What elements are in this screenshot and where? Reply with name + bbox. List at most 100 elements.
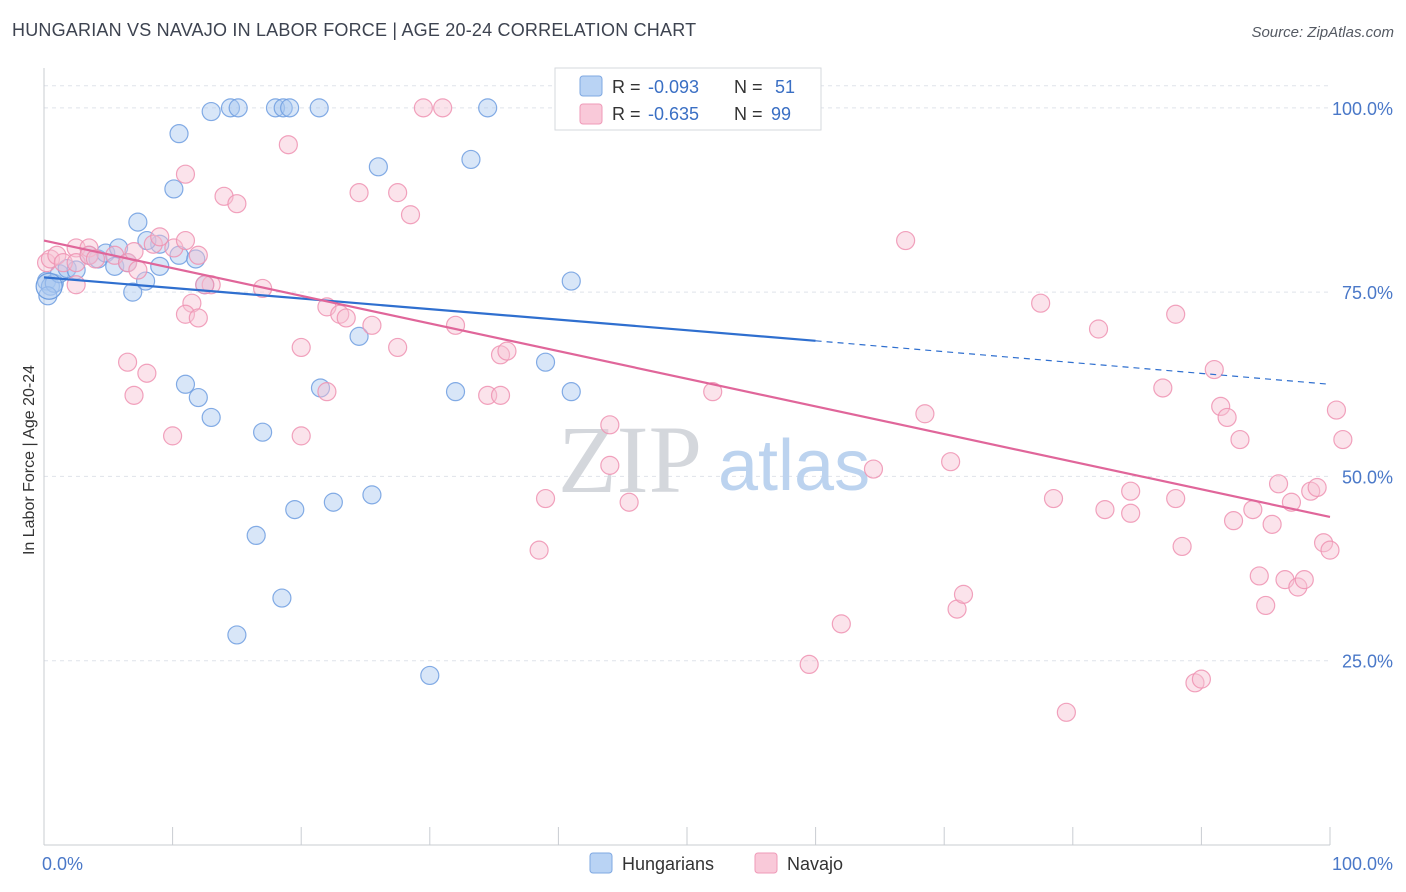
hungarian-point-19 xyxy=(186,249,206,269)
navajo-point-92 xyxy=(1313,533,1334,553)
navajo-point-47 xyxy=(163,426,183,446)
hungarian-point-40 xyxy=(535,352,556,372)
x-tick-label-max: 100.0% xyxy=(1332,854,1393,874)
navajo-point-80 xyxy=(1230,429,1250,450)
navajo-point-70 xyxy=(1153,378,1173,398)
navajo-point-69 xyxy=(1121,481,1141,501)
hungarian-point-41 xyxy=(561,382,581,402)
navajo-point-79 xyxy=(1223,511,1244,531)
hungarian-point-24 xyxy=(220,98,241,118)
navajo-point-46 xyxy=(124,385,144,405)
navajo-trend-line xyxy=(43,239,1331,519)
navajo-point-52 xyxy=(600,415,620,435)
trend-lines xyxy=(43,239,1331,519)
hungarian-point-22 xyxy=(169,124,189,144)
navajo-point-14 xyxy=(143,234,163,254)
source-credit: Source: ZipAtlas.com xyxy=(1251,24,1394,41)
navajo-point-40 xyxy=(490,345,511,365)
hungarian-point-25 xyxy=(228,98,248,118)
hungarian-point-26 xyxy=(265,98,286,118)
series-legend: Hungarians Navajo xyxy=(589,852,843,874)
correlation-legend: R = -0.093 N = 51 R = -0.635 N = 99 xyxy=(554,67,822,131)
navajo-point-81 xyxy=(1243,500,1263,520)
hungarian-point-14 xyxy=(137,230,157,251)
navajo-point-53 xyxy=(529,540,549,560)
hungarian-point-38 xyxy=(349,326,369,346)
navajo-point-63 xyxy=(1031,293,1051,313)
watermark-zip: ZIP xyxy=(558,406,702,513)
navajo-point-35 xyxy=(330,304,350,324)
navajo-point-16 xyxy=(164,238,184,258)
navajo-point-65 xyxy=(1056,702,1076,722)
navajo-point-91 xyxy=(1307,477,1327,498)
hungarian-point-45 xyxy=(362,485,382,505)
navajo-point-30 xyxy=(400,205,421,225)
legend-r-label-1: R = xyxy=(612,77,641,97)
legend-swatch-hungarians xyxy=(579,75,603,97)
legend-bottom-navajo: Navajo xyxy=(787,854,843,874)
navajo-point-45 xyxy=(137,363,157,383)
navajo-point-51 xyxy=(619,492,639,512)
navajo-point-76 xyxy=(1204,359,1224,380)
legend-n-value-2: 99 xyxy=(771,104,791,124)
hungarian-point-12 xyxy=(128,212,148,232)
navajo-point-57 xyxy=(863,459,884,479)
legend-n-label-1: N = xyxy=(734,77,763,97)
navajo-point-93 xyxy=(1320,540,1340,560)
navajo-point-1 xyxy=(40,249,61,269)
navajo-point-77 xyxy=(1211,396,1231,416)
navajo-point-20 xyxy=(175,304,196,324)
hungarian-point-34 xyxy=(188,387,208,408)
y-tick-label-75: 75.0% xyxy=(1342,283,1393,303)
navajo-point-88 xyxy=(1288,577,1308,597)
hungarian-point-23 xyxy=(201,101,221,122)
hungarian-point-27 xyxy=(273,98,293,118)
y-tick-label-25: 25.0% xyxy=(1342,652,1393,672)
navajo-point-97 xyxy=(433,98,453,118)
navajo-point-67 xyxy=(1095,500,1115,520)
watermark: ZIP atlas xyxy=(558,406,870,513)
y-tick-label-50: 50.0% xyxy=(1342,467,1393,487)
navajo-point-49 xyxy=(535,488,556,509)
hungarian-point-33 xyxy=(175,374,196,394)
navajo-point-37 xyxy=(362,315,382,335)
navajo-point-36 xyxy=(336,308,356,328)
legend-r-label-2: R = xyxy=(612,104,641,124)
hungarian-point-39 xyxy=(445,382,466,402)
navajo-point-56 xyxy=(831,614,851,634)
navajo-point-84 xyxy=(1262,514,1282,534)
hungarian-point-36 xyxy=(253,422,273,442)
navajo-point-94 xyxy=(1326,400,1347,420)
navajo-point-54 xyxy=(703,382,723,402)
hungarian-point-37 xyxy=(310,378,331,398)
legend-bottom-hungarians: Hungarians xyxy=(622,854,714,874)
hungarian-point-30 xyxy=(478,98,498,118)
axes xyxy=(43,68,1331,846)
hungarian-point-44 xyxy=(323,492,343,512)
navajo-point-71 xyxy=(1166,304,1186,324)
hungarian-point-29 xyxy=(309,98,329,118)
navajo-point-39 xyxy=(445,315,466,335)
navajo-point-34 xyxy=(317,382,337,402)
x-tick-label-min: 0.0% xyxy=(42,854,83,874)
navajo-point-43 xyxy=(490,385,511,405)
navajo-point-95 xyxy=(1333,429,1353,450)
navajo-point-15 xyxy=(150,227,170,247)
navajo-point-58 xyxy=(896,230,916,251)
navajo-point-68 xyxy=(1121,503,1141,523)
watermark-atlas: atlas xyxy=(718,426,870,506)
navajo-point-17 xyxy=(175,230,196,251)
grid-lines xyxy=(44,85,1330,662)
legend-r-value-1: -0.093 xyxy=(648,77,699,97)
navajo-point-78 xyxy=(1217,407,1237,428)
navajo-point-55 xyxy=(799,654,819,675)
navajo-point-96 xyxy=(413,98,433,118)
navajo-point-29 xyxy=(388,183,408,203)
hungarian-point-28 xyxy=(280,98,300,118)
navajo-point-38 xyxy=(388,337,408,358)
hungarian-point-31 xyxy=(368,157,388,177)
navajo-point-75 xyxy=(1191,669,1212,689)
navajo-point-72 xyxy=(1166,488,1186,509)
hungarian-point-42 xyxy=(561,271,581,291)
navajo-point-66 xyxy=(1088,319,1109,339)
